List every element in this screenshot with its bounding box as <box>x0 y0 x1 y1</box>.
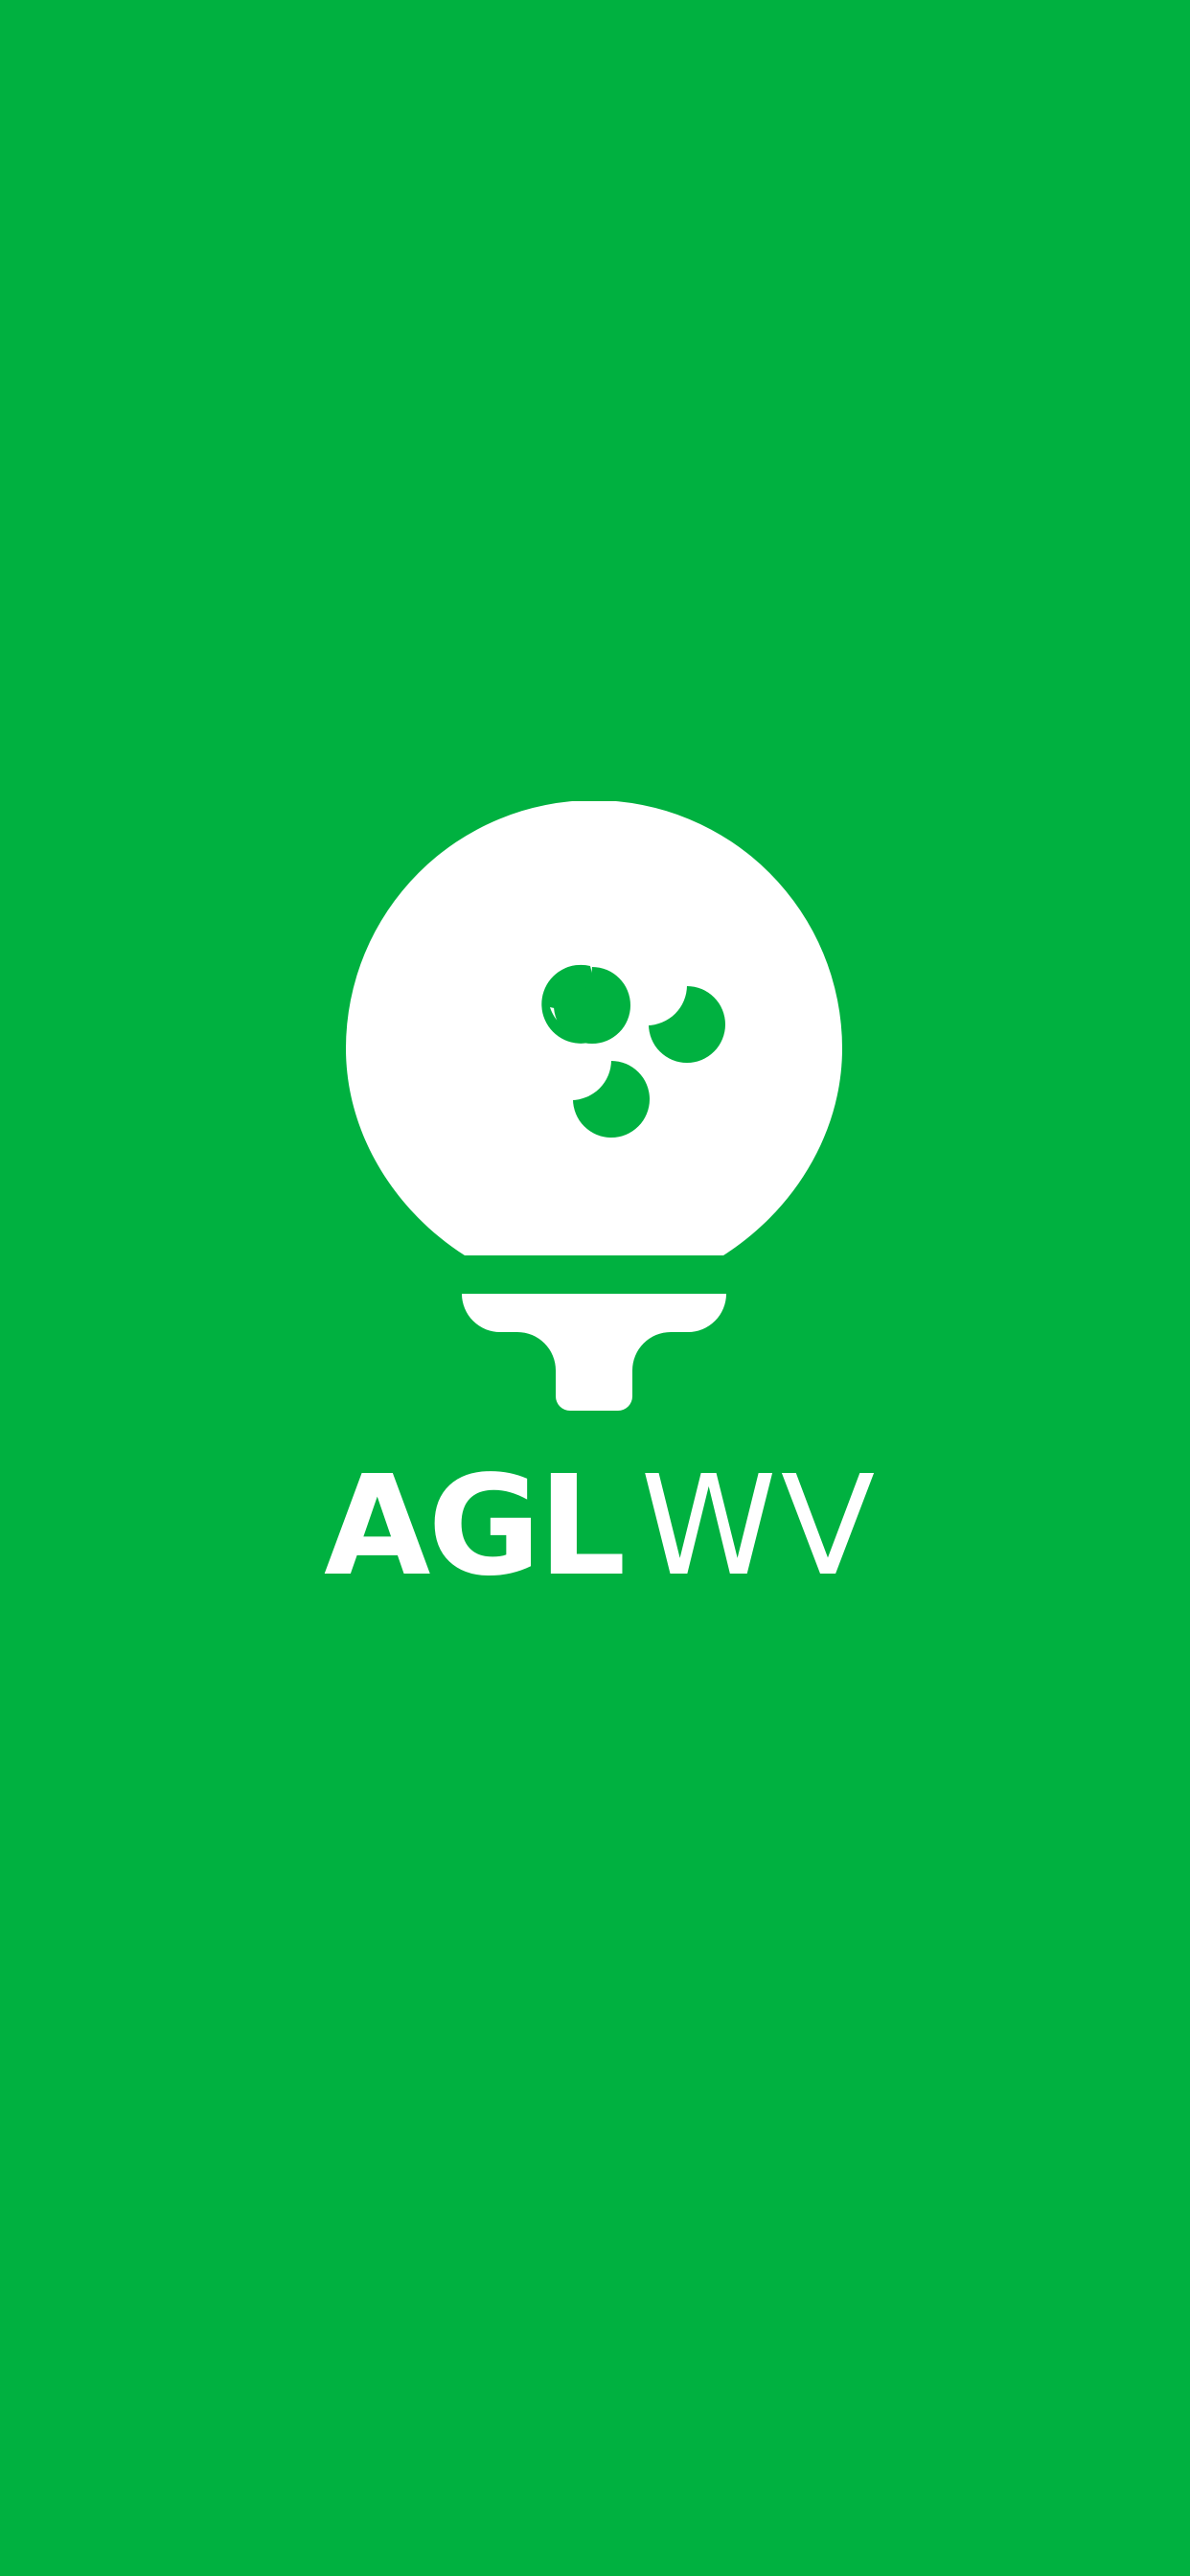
app-wordmark: AGL WV <box>324 1457 875 1595</box>
dimple-3 <box>573 1061 650 1138</box>
wordmark-light-part: WV <box>640 1445 880 1606</box>
tee-icon <box>462 1294 726 1411</box>
wordmark-bold-part: AGL <box>324 1445 626 1606</box>
dimples-overlay <box>554 967 725 1138</box>
dimple-1 <box>554 967 630 1044</box>
dimple-2 <box>649 986 725 1063</box>
